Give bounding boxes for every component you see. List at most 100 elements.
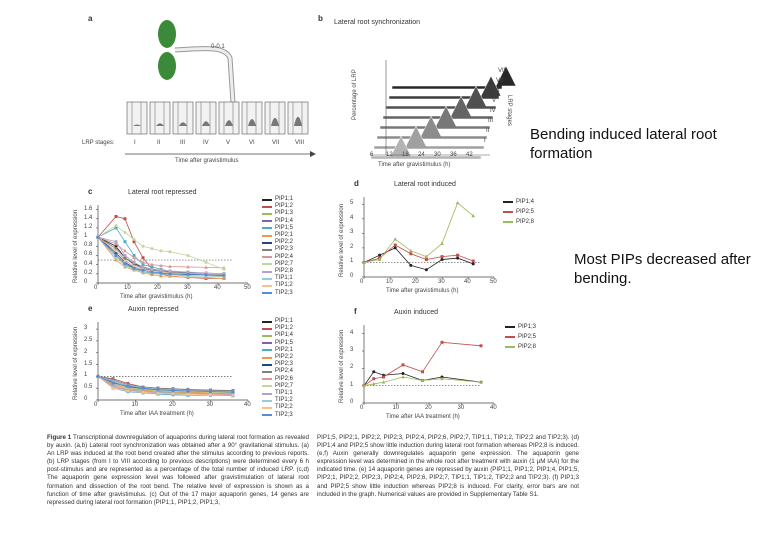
legend-swatch [503,221,513,223]
data-point [401,363,405,367]
data-point [123,262,127,266]
annotation-bending: Bending induced lateral root formation [530,126,717,162]
data-point [123,217,127,221]
lrp-stage-label: VII [272,140,280,146]
legend-label: TIP1;2 [275,282,293,289]
legend-swatch [262,385,272,388]
x-tick-label: 30 [438,279,445,285]
caption-left-text: Transcriptional downregulation of aquapo… [47,434,309,506]
legend-swatch [505,326,515,328]
legend-label: PIP1;1 [275,318,294,324]
data-point [114,214,118,218]
ridge-time-tick: 42 [466,152,473,158]
y-tick-label: 3 [350,229,354,236]
data-point [471,213,475,218]
data-point [378,253,382,257]
x-tick-label: 40 [244,402,251,408]
data-point [186,389,190,393]
data-point [141,263,145,267]
lrp-stage-cell [195,101,217,135]
data-point [204,260,208,264]
legend-label: PIP2;1 [275,232,294,239]
data-point [209,389,212,393]
legend-swatch [262,349,272,352]
stage-ridge [388,75,502,100]
x-tick-label: 30 [457,405,465,411]
y-tick-label: 2 [350,243,354,250]
legend-label: PIP1;5 [275,224,294,231]
legend-label: PIP2;2 [275,239,294,246]
data-point [123,256,127,260]
data-point [421,370,424,374]
x-tick-label: 10 [124,285,131,291]
data-point [126,389,130,393]
legend-item: PIP2;4 [262,368,293,375]
panel-letter: d [354,179,359,188]
data-point [159,271,163,275]
legend-label: TIP2;3 [275,289,293,296]
ridge-stage-label: II [486,128,490,134]
cotyledon-top [158,20,176,48]
data-point [132,260,136,264]
lrp-stage-strip [126,101,309,135]
data-point [424,254,429,259]
legend-swatch [262,399,272,402]
y-tick-label: 0 [84,279,88,285]
data-point [381,380,386,384]
legend-item: PIP2;1 [262,347,293,354]
data-point [159,268,163,272]
legend-label: PIP2;8 [275,268,294,275]
legend-item: PIP2;1 [262,232,293,239]
lrp-stage-cell [218,101,240,135]
chart-ylabel: Relative level of expression [73,209,79,283]
y-tick-label: 1 [84,372,88,379]
legend-swatch [262,407,272,410]
data-point [126,384,130,388]
lrp-stage-label: VI [249,140,255,146]
chart-ylabel: Relative level of expression [339,203,345,277]
legend-label: PIP2;6 [275,375,294,382]
chart-plot-f [362,325,495,405]
data-point [186,253,190,257]
legend-label: PIP2;7 [275,260,294,267]
chart-title: Lateral root induced [394,181,456,188]
ridge-time-tick: 18 [402,152,409,158]
data-point [231,390,235,394]
x-tick-label: 50 [244,285,251,291]
data-point [150,262,154,267]
legend-swatch [262,198,272,201]
x-tick-label: 20 [412,279,419,285]
ridge-stage-label: VIII [498,68,508,74]
ridge-stage-label: V [492,98,497,104]
chart-plot-c [96,205,249,285]
stage-ridges [370,60,517,160]
data-point [141,256,145,260]
data-point [424,268,428,272]
y-tick-label: 1 [350,258,354,265]
chart-xlabel: Time after IAA treatment (h) [120,411,194,417]
data-point [123,253,127,257]
legend-item: PIP1;4 [262,218,293,225]
data-point [440,340,444,344]
y-tick-label: 3 [350,347,354,353]
x-tick-label: 10 [386,279,393,285]
legend-label: PIP2;8 [518,344,537,350]
data-point [222,267,226,271]
legend-swatch [262,227,272,230]
x-tick-label: 0 [360,279,364,285]
legend-swatch [262,342,272,345]
data-point [159,263,163,267]
legend-item: PIP1;2 [262,325,293,332]
y-tick-label: 1.4 [84,214,93,221]
chart-xlabel: Time after gravistimulus (h) [386,288,459,294]
data-point [171,392,175,396]
figure-label: Figure 1 [47,434,72,441]
legend-label: PIP2;2 [275,354,294,361]
data-point [186,270,190,274]
legend-label: TIP1;1 [275,275,293,282]
stage-ridge [382,95,494,120]
data-point [456,256,460,260]
data-point [471,262,475,266]
data-point [114,244,118,248]
data-point [111,381,115,385]
